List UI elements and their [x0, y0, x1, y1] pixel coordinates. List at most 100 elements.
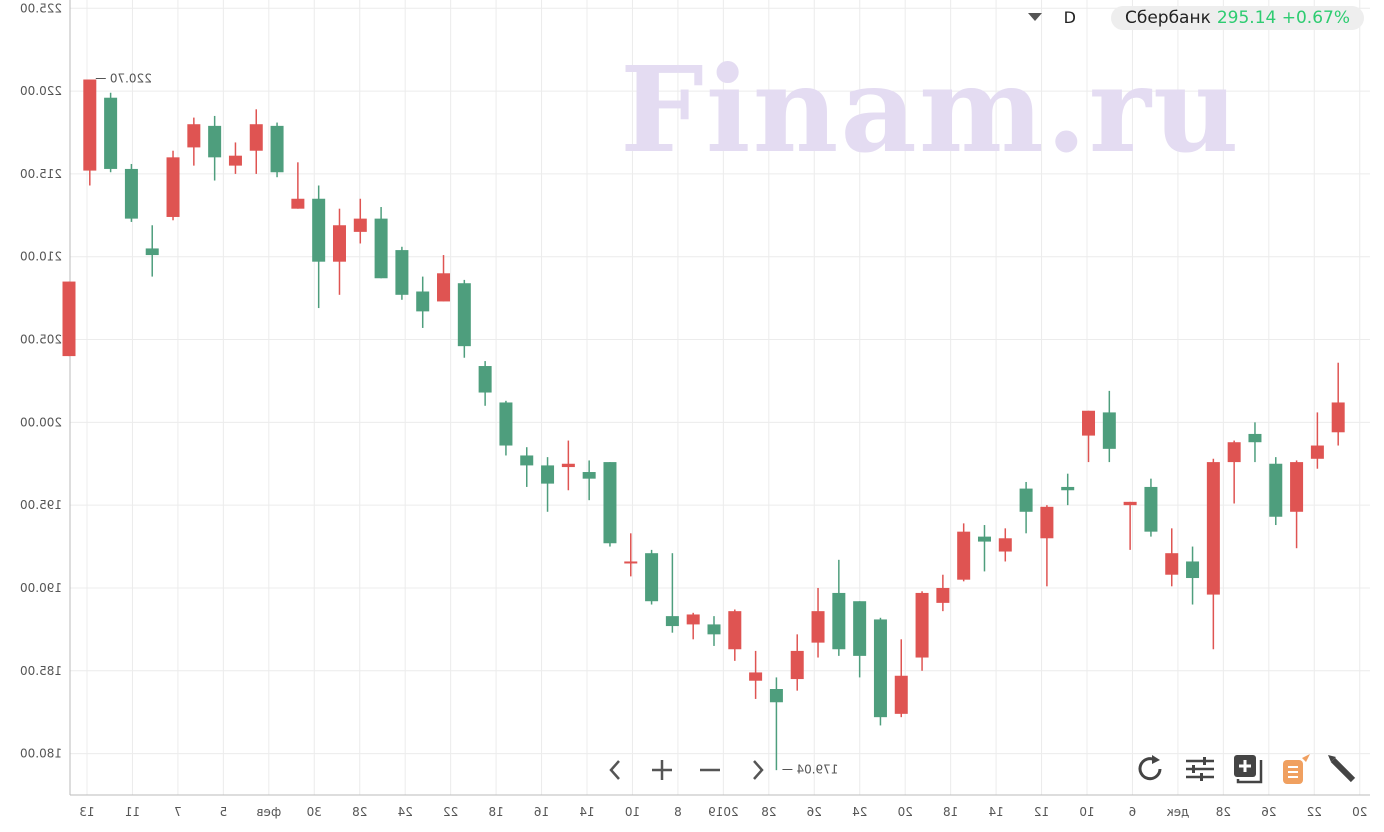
x-tick-label: 11 — [125, 805, 140, 819]
add-indicator-button[interactable] — [1230, 752, 1264, 786]
candle-body — [145, 248, 159, 256]
y-tick-label: 220.00 — [20, 84, 62, 98]
x-tick-label: 28 — [352, 805, 367, 819]
candle-body — [187, 124, 201, 148]
candle-body — [1102, 412, 1116, 449]
candle-body — [541, 465, 555, 484]
candle-body — [686, 614, 700, 625]
y-tick-label: 190.00 — [20, 581, 62, 595]
candle-body — [1019, 488, 1033, 512]
candle-body — [645, 553, 659, 602]
x-tick-label: 20 — [1352, 805, 1367, 819]
x-tick-label: 26 — [1261, 805, 1276, 819]
candle-body — [499, 402, 513, 446]
settings-button[interactable] — [1183, 752, 1217, 786]
x-tick-label: 14 — [988, 805, 1003, 819]
candle-body — [998, 538, 1012, 552]
candle-body — [832, 592, 846, 650]
refresh-button[interactable] — [1134, 752, 1168, 786]
candle-body — [1331, 402, 1345, 433]
x-tick-label: 16 — [534, 805, 549, 819]
candle-body — [749, 672, 763, 681]
y-tick-label: 215.00 — [20, 167, 62, 181]
chevron-down-icon[interactable] — [1028, 13, 1042, 21]
candle-body — [790, 650, 804, 680]
x-tick-label: 26 — [807, 805, 822, 819]
candle-body — [166, 157, 180, 217]
candle-body — [894, 675, 908, 714]
draw-button[interactable] — [1326, 752, 1360, 786]
candle-body — [1082, 410, 1096, 436]
price-change: 295.14 +0.67% — [1216, 8, 1350, 28]
candle-body — [353, 218, 367, 232]
candle-body — [457, 283, 471, 347]
zoom-out-button[interactable] — [695, 756, 725, 784]
x-tick-label: 22 — [1307, 805, 1322, 819]
candle-body — [957, 531, 971, 580]
candle-body — [665, 616, 679, 627]
x-tick-label: 2019 — [708, 805, 739, 819]
x-tick-label: 28 — [1216, 805, 1231, 819]
candle-body — [811, 611, 825, 643]
candle-body — [1248, 433, 1262, 443]
candle-body — [374, 218, 388, 279]
candle-body — [603, 462, 617, 544]
candle-body — [853, 601, 867, 656]
y-tick-label: 185.00 — [20, 664, 62, 678]
y-tick-label: 195.00 — [20, 498, 62, 512]
candle-body — [769, 689, 783, 703]
chevron-left-icon — [609, 760, 620, 780]
candle-body — [395, 250, 409, 295]
scroll-right-button[interactable] — [743, 756, 773, 784]
watermark: Finam.ru — [620, 40, 1241, 179]
candle-body — [1310, 445, 1324, 459]
candle-body — [416, 291, 430, 312]
y-tick-label: 180.00 — [20, 747, 62, 761]
candle-body — [707, 624, 721, 635]
candle-body — [312, 198, 326, 262]
chevron-right-icon — [753, 760, 764, 780]
scroll-left-button[interactable] — [600, 756, 630, 784]
x-tick-label: 24 — [852, 805, 867, 819]
y-tick-label: 225.00 — [20, 1, 62, 15]
candle-body — [478, 366, 492, 393]
notes-button[interactable] — [1278, 752, 1312, 786]
candle-body — [1290, 462, 1304, 512]
candle-body — [728, 611, 742, 650]
x-tick-label: фев — [256, 805, 281, 819]
minus-icon — [700, 768, 720, 772]
candle-body — [873, 619, 887, 718]
x-tick-label: 10 — [625, 805, 640, 819]
pencil-icon — [1328, 755, 1356, 783]
plus-icon — [652, 760, 672, 780]
instrument-pill[interactable]: Сбербанк 295.14 +0.67% — [1110, 6, 1364, 30]
x-tick-label: 8 — [674, 805, 682, 819]
candle-body — [977, 536, 991, 542]
candle-body — [1186, 561, 1200, 579]
interval-label[interactable]: D — [1063, 8, 1076, 27]
x-tick-label: 10 — [1079, 805, 1094, 819]
x-tick-label: 22 — [443, 805, 458, 819]
zoom-in-button[interactable] — [647, 756, 677, 784]
candle-body — [208, 125, 222, 158]
candle-body — [582, 472, 596, 479]
min-label: 179.04 — [796, 762, 838, 776]
settings-sliders-icon — [1186, 757, 1214, 781]
candle-body — [83, 79, 97, 171]
candle-body — [1206, 462, 1220, 595]
candle-body — [624, 561, 638, 564]
x-tick-label: 13 — [79, 805, 94, 819]
x-tick-label: 7 — [174, 805, 182, 819]
candle-body — [124, 168, 138, 219]
candle-body — [1040, 506, 1054, 539]
candle-body — [104, 97, 118, 169]
y-tick-label: 205.00 — [20, 333, 62, 347]
candle-body — [915, 592, 929, 658]
candle-body — [437, 273, 451, 302]
candle-body — [332, 225, 346, 262]
x-tick-label: 24 — [398, 805, 413, 819]
candle-body — [936, 587, 950, 603]
candle-body — [520, 455, 534, 466]
